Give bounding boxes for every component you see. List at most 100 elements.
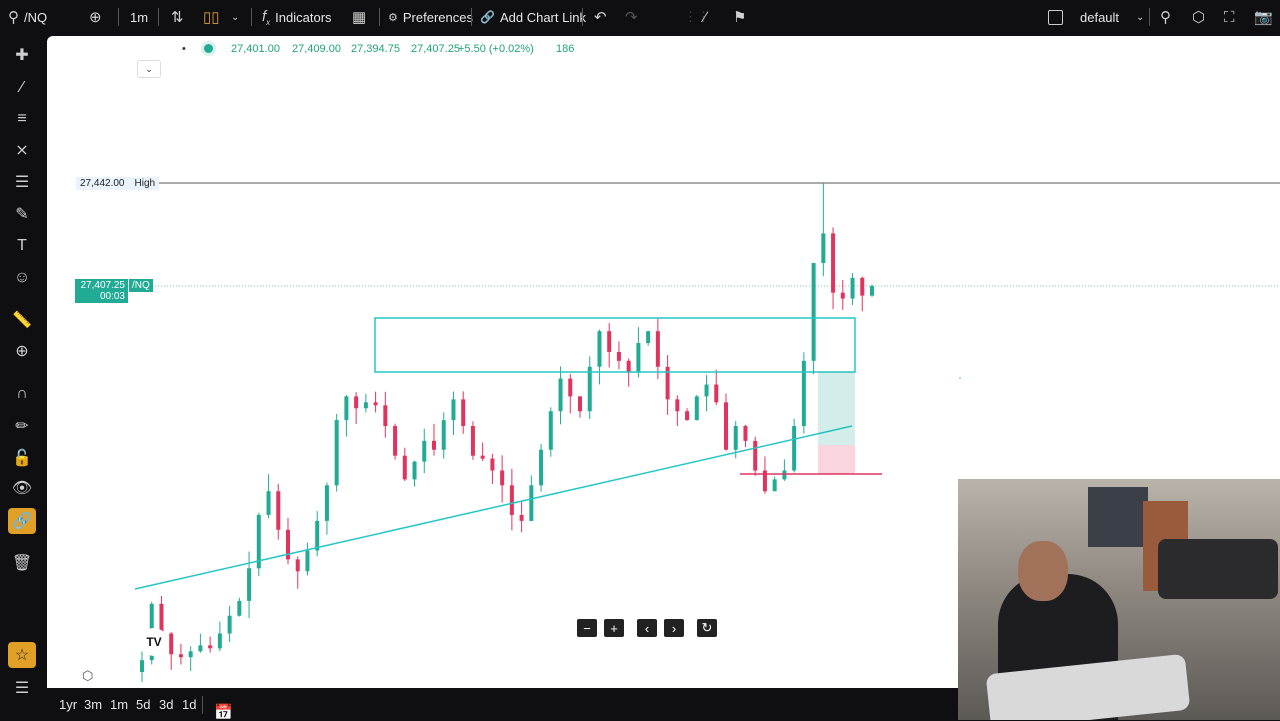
fib-icon: ≡ bbox=[17, 110, 27, 127]
screenshot-button[interactable]: 📷 bbox=[1254, 0, 1273, 34]
preferences-label: Preferences bbox=[402, 9, 473, 25]
fib-tool[interactable]: ≡ bbox=[8, 106, 36, 132]
candles-icon: ▯▯ bbox=[203, 9, 220, 26]
candle-body bbox=[266, 491, 271, 515]
candle-body bbox=[422, 440, 427, 462]
last-price-label: 27,407.25 00:03 bbox=[75, 279, 128, 303]
bar-countdown: 00:03 bbox=[99, 291, 125, 302]
high-text: High bbox=[134, 178, 156, 189]
hexagon-gear-icon: ⬡ bbox=[1192, 9, 1206, 26]
chart-canvas[interactable] bbox=[47, 36, 1280, 688]
drag-handle[interactable]: ⋮⋮ bbox=[684, 0, 710, 34]
range-1yr[interactable]: 1yr bbox=[59, 697, 78, 712]
candle-body bbox=[558, 378, 563, 412]
measure-tool[interactable]: 📏 bbox=[8, 307, 36, 333]
divider bbox=[202, 696, 203, 714]
candle-body bbox=[461, 399, 466, 427]
chart-type-dropdown[interactable]: ⌄ bbox=[231, 0, 239, 34]
magnet-tool[interactable]: ∩ bbox=[8, 381, 36, 407]
emoji-tool[interactable]: ☺ bbox=[8, 265, 36, 291]
crosshair-tool[interactable]: ✚ bbox=[8, 42, 36, 68]
chevron-down-icon: ⌄ bbox=[145, 63, 153, 74]
long-position-stop-zone[interactable] bbox=[818, 445, 855, 474]
range-5d[interactable]: 5d bbox=[136, 697, 151, 712]
candle-body bbox=[714, 384, 719, 403]
interval-button[interactable]: 1m bbox=[130, 0, 148, 34]
range-3d[interactable]: 3d bbox=[159, 697, 174, 712]
zoom-tool[interactable]: ⊕ bbox=[8, 338, 36, 364]
trendline-drawing[interactable] bbox=[134, 425, 853, 590]
candle-body bbox=[860, 277, 865, 296]
symbol-label: /NQ bbox=[24, 9, 48, 25]
object-tree-button[interactable]: ☰ bbox=[8, 675, 36, 701]
undo-button[interactable]: ↶ bbox=[594, 0, 607, 34]
candle-body bbox=[256, 514, 261, 569]
redo-button[interactable]: ↷ bbox=[625, 0, 638, 34]
zoom-out-button[interactable]: − bbox=[577, 619, 597, 637]
toggle-checkbox[interactable] bbox=[1048, 0, 1063, 34]
candle-body bbox=[509, 485, 514, 515]
candle-body bbox=[500, 470, 505, 486]
lock-icon: 🔓 bbox=[12, 450, 32, 467]
reset-chart-button[interactable]: ↻ bbox=[697, 619, 717, 637]
layouts-button[interactable]: ▦ bbox=[352, 0, 366, 34]
range-1m[interactable]: 1m bbox=[110, 697, 129, 712]
candle-body bbox=[451, 399, 456, 421]
add-chart-link-button[interactable]: 🔗 Add Chart Link bbox=[480, 0, 586, 34]
candle-body bbox=[198, 645, 203, 652]
preferences-button[interactable]: ⚙ Preferences bbox=[388, 0, 473, 34]
divider bbox=[251, 8, 252, 26]
quick-search-button[interactable]: ⚲ bbox=[1160, 0, 1171, 34]
sync-drawings-tool[interactable]: 🔗 bbox=[8, 508, 36, 534]
flag-icon: ⚑ bbox=[733, 9, 747, 26]
forecast-tool[interactable]: ☰ bbox=[8, 169, 36, 195]
bar-type-button[interactable]: ⇅ bbox=[171, 0, 184, 34]
fullscreen-icon: ⛶ bbox=[1224, 8, 1235, 26]
chart-settings-hex-icon[interactable]: ⬡ bbox=[82, 668, 94, 683]
legend-collapse-button[interactable]: ⌄ bbox=[137, 60, 161, 78]
candle-body bbox=[383, 405, 388, 427]
brush-tool[interactable]: ✎ bbox=[8, 201, 36, 227]
candles-button[interactable]: ▯▯ bbox=[203, 0, 220, 34]
rectangle-drawing[interactable] bbox=[374, 317, 856, 373]
anchor-tool-button[interactable]: ⚑ bbox=[733, 0, 746, 34]
text-tool[interactable]: T bbox=[8, 233, 36, 259]
candle-body bbox=[850, 277, 855, 299]
text-icon: T bbox=[17, 237, 27, 254]
scroll-right-button[interactable]: › bbox=[664, 619, 684, 637]
crosshair-icon: ✚ bbox=[15, 47, 29, 64]
fullscreen-button[interactable]: ⛶ bbox=[1224, 0, 1235, 34]
candle-body bbox=[470, 426, 475, 456]
pattern-tool[interactable]: ⨯ bbox=[8, 137, 36, 163]
scroll-left-button[interactable]: ‹ bbox=[637, 619, 657, 637]
tradingview-logo[interactable]: TV bbox=[140, 628, 168, 656]
stay-drawing-tool[interactable]: ✏ bbox=[8, 413, 36, 439]
long-position-target-zone[interactable] bbox=[818, 372, 855, 445]
compare-symbol-button[interactable]: ⊕ bbox=[89, 0, 102, 34]
range-3m[interactable]: 3m bbox=[84, 697, 103, 712]
zoom-in-button[interactable]: + bbox=[604, 619, 624, 637]
settings-button[interactable]: ⬡ bbox=[1192, 0, 1205, 34]
symbol-search[interactable]: ⚲ /NQ bbox=[8, 0, 47, 34]
candle-body bbox=[685, 411, 690, 421]
brush-icon: ✎ bbox=[15, 206, 29, 223]
favorites-button[interactable]: ☆ bbox=[8, 642, 36, 668]
candle-body bbox=[208, 645, 213, 649]
candle-body bbox=[441, 420, 446, 450]
candle-body bbox=[178, 654, 183, 658]
candle-body bbox=[782, 470, 787, 480]
add-chart-link-label: Add Chart Link bbox=[499, 9, 586, 25]
range-1d[interactable]: 1d bbox=[182, 697, 197, 712]
layout-dropdown[interactable]: default ⌄ bbox=[1080, 0, 1144, 34]
trendline-tool-button[interactable]: ∕ bbox=[704, 0, 707, 34]
redo-icon: ↷ bbox=[625, 9, 638, 26]
star-icon: ☆ bbox=[14, 647, 30, 664]
hide-drawings-tool[interactable]: 👁 bbox=[8, 475, 36, 501]
indicators-button[interactable]: fx Indicators bbox=[262, 0, 332, 34]
minus-icon: − bbox=[583, 620, 591, 636]
remove-drawings-tool[interactable]: 🗑 bbox=[8, 550, 36, 576]
trendline-tool[interactable]: ∕ bbox=[8, 75, 36, 101]
lock-drawings-tool[interactable]: 🔓 bbox=[8, 445, 36, 471]
divider bbox=[379, 8, 380, 26]
candle-body bbox=[344, 396, 349, 421]
